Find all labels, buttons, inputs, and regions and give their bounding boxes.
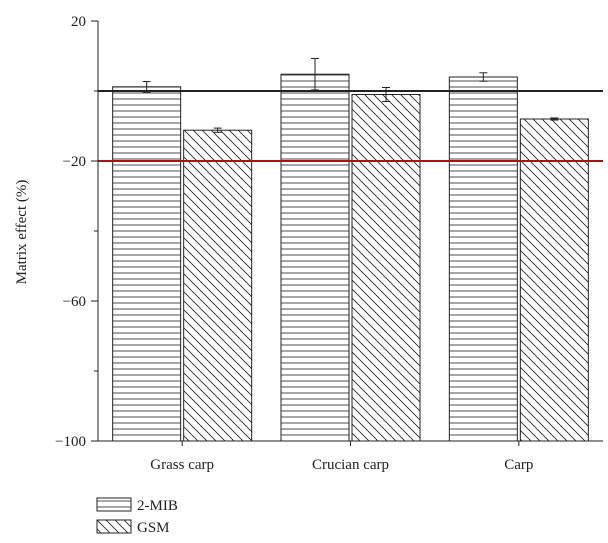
bar-gsm-carp	[519, 118, 589, 442]
y-tick-label: 20	[71, 14, 86, 30]
bar-2-mib-carp	[448, 76, 518, 442]
y-tick-label: −100	[55, 434, 86, 450]
y-ticks-layer: 20 −20 −60 −100	[55, 14, 98, 450]
bar-2-mib-grass-carp	[112, 86, 182, 442]
error-bars-layer	[142, 57, 559, 133]
bar-gsm-grass-carp	[183, 129, 253, 442]
y-tick-label: −20	[63, 154, 86, 170]
bar-2-mib-crucian-carp	[280, 73, 350, 442]
legend-swatch-gsm	[96, 519, 132, 534]
reference-lines-layer	[98, 90, 603, 162]
legend-label-2-mib: 2-MIB	[137, 498, 178, 514]
x-ticks-layer: Grass carp Crucian carp Carp	[150, 441, 533, 473]
y-axis-title: Matrix effect (%)	[14, 180, 30, 285]
legend-swatch-2-mib	[96, 497, 132, 512]
y-tick-label: −60	[63, 294, 86, 310]
legend-label-gsm: GSM	[137, 520, 170, 536]
bars-layer	[112, 73, 589, 442]
legend: 2-MIB GSM	[96, 497, 178, 536]
x-tick-label: Crucian carp	[312, 457, 389, 473]
bar-gsm-crucian-carp	[351, 94, 421, 442]
x-tick-label: Carp	[504, 457, 533, 473]
x-tick-label: Grass carp	[150, 457, 214, 473]
